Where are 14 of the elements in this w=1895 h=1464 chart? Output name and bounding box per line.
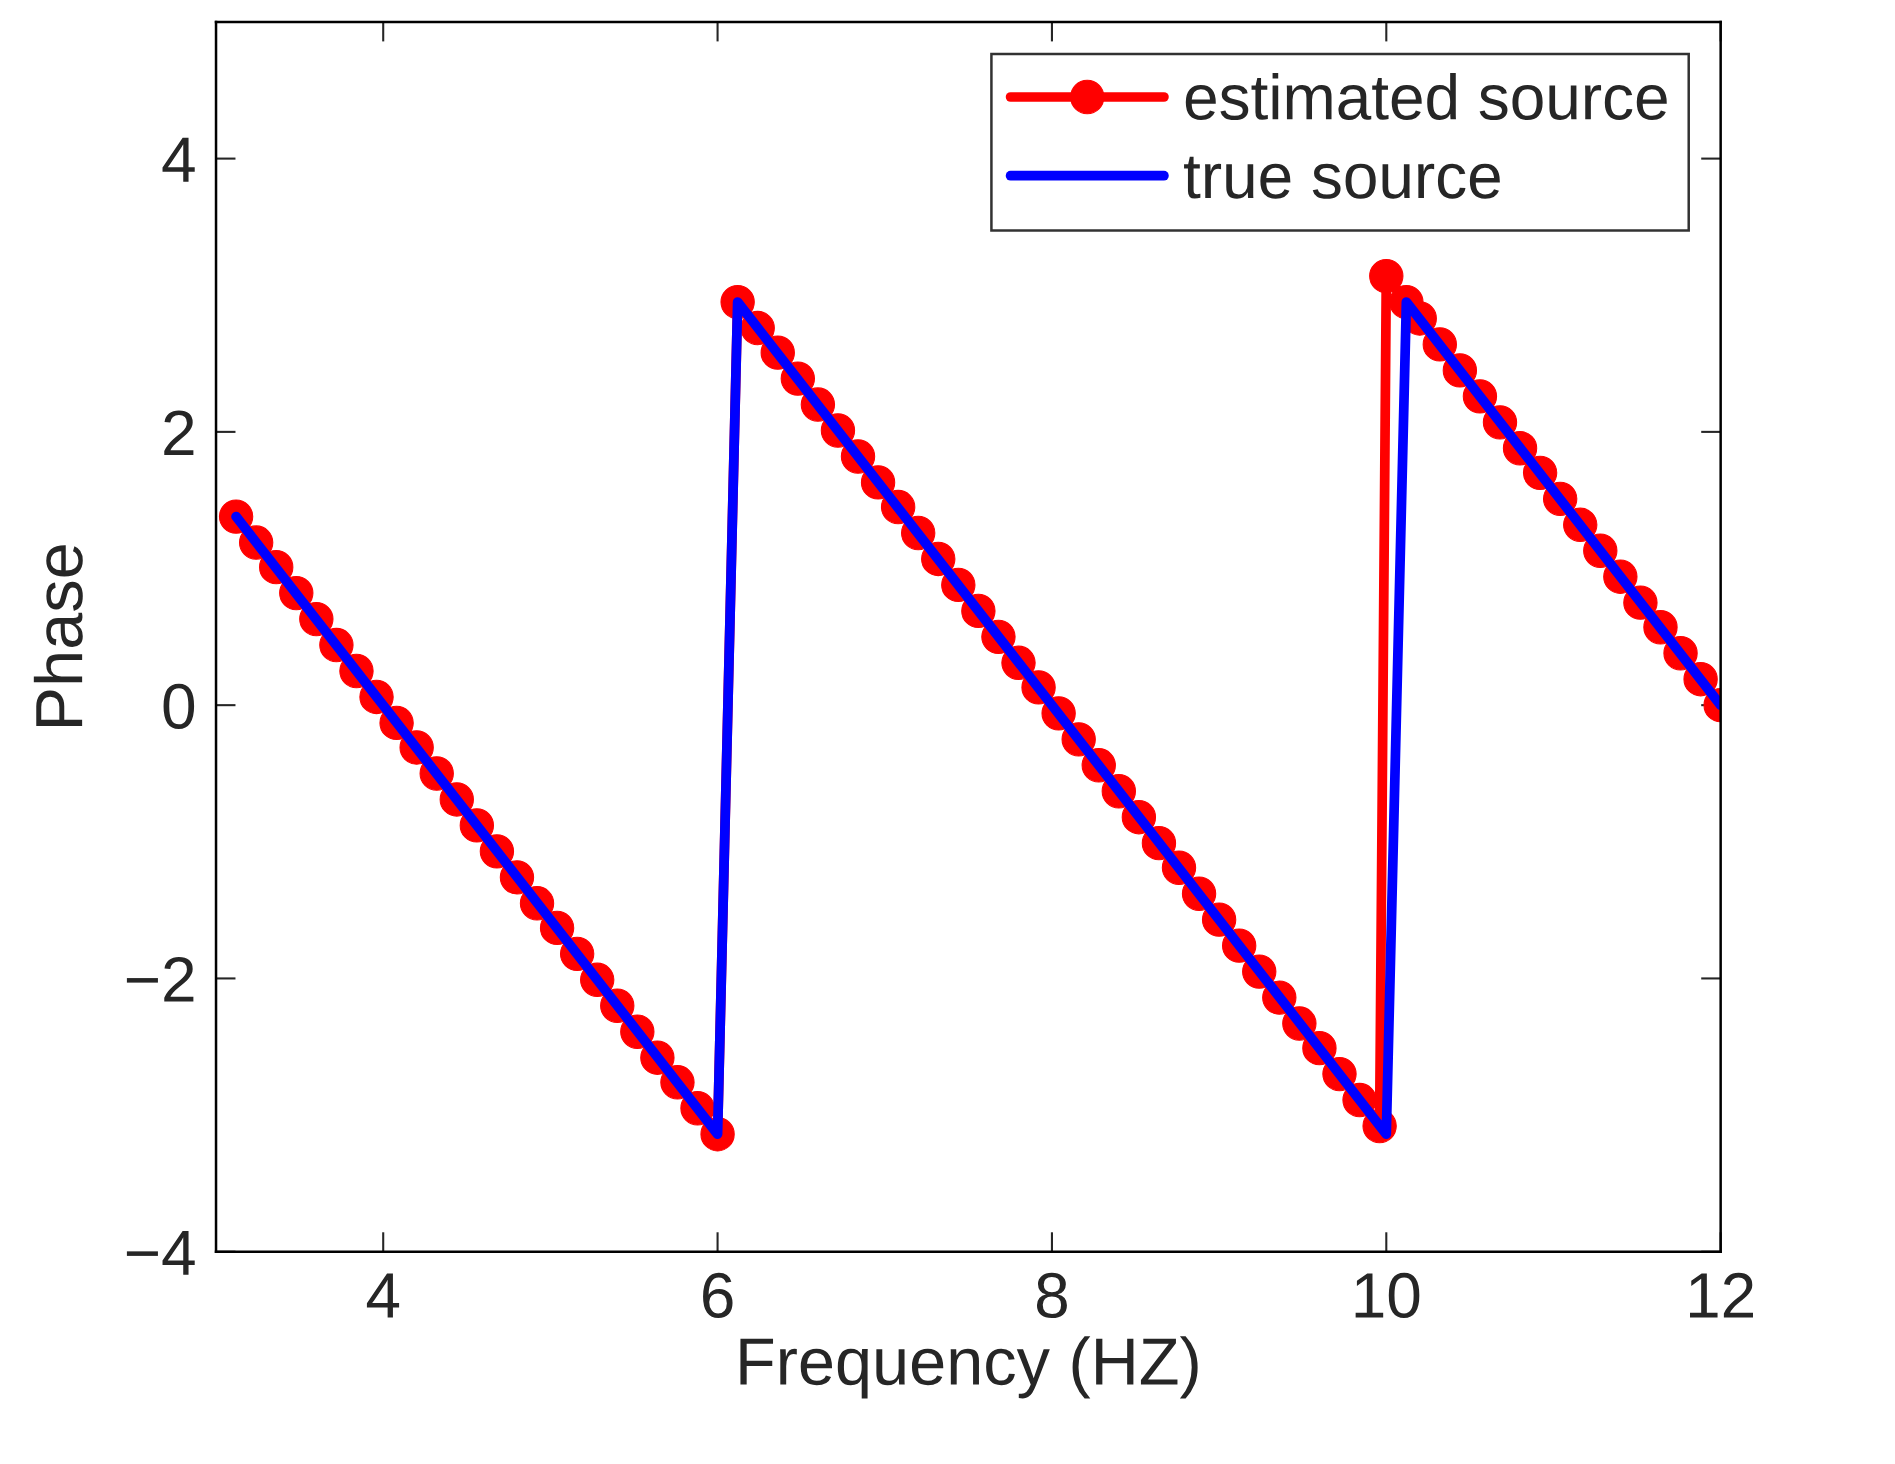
y-tick-label: −2: [126, 956, 194, 1002]
x-axis-title: Frequency (HZ): [740, 1336, 1198, 1399]
x-tick-label: 10: [1355, 1272, 1420, 1319]
y-axis-title: Phase: [33, 545, 83, 726]
legend-label: true source: [1184, 156, 1500, 199]
y-tick-label: −4: [126, 1230, 195, 1275]
y-tick-label: 0: [163, 683, 195, 729]
x-tick-label: 8: [1036, 1272, 1067, 1319]
x-tick-label: 12: [1690, 1272, 1753, 1318]
y-tick-label: 2: [164, 410, 194, 456]
x-tick-label: 4: [366, 1273, 400, 1318]
x-tick-label: 6: [703, 1272, 733, 1319]
y-tick-label: 4: [162, 137, 195, 182]
legend-label: estimated source: [1185, 73, 1667, 120]
